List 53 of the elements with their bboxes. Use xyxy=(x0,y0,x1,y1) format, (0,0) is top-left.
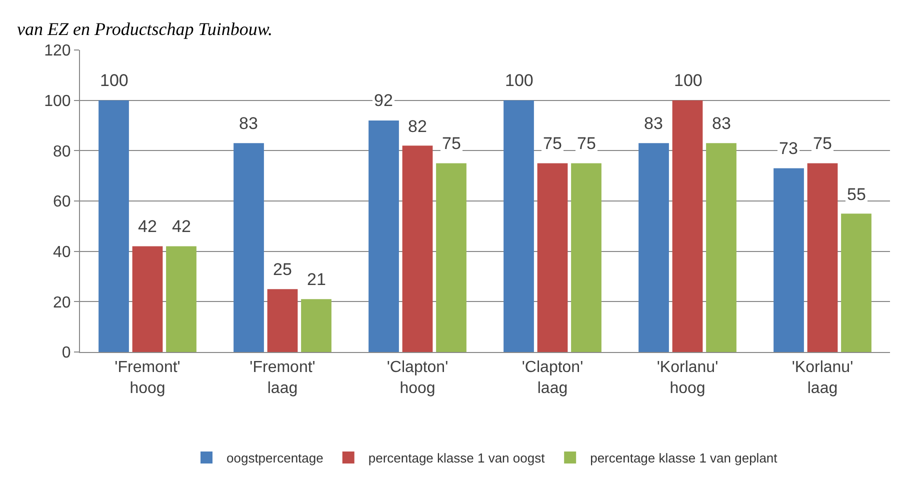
data-label: 75 xyxy=(577,134,596,153)
bar xyxy=(706,143,736,352)
data-label: 100 xyxy=(674,71,702,90)
data-label: 92 xyxy=(374,91,393,110)
bar xyxy=(402,146,433,352)
x-tick-label: 'Korlanu' laag xyxy=(792,359,854,397)
bar xyxy=(166,246,196,352)
data-label: 75 xyxy=(442,134,461,153)
y-tick-label: 120 xyxy=(44,42,71,60)
bar xyxy=(672,100,703,352)
bar xyxy=(841,214,872,352)
bar xyxy=(267,289,298,352)
data-label: 73 xyxy=(779,139,798,158)
data-label: 21 xyxy=(307,270,326,289)
y-tick-label: 0 xyxy=(62,344,71,362)
bar xyxy=(537,163,568,352)
data-label: 83 xyxy=(712,114,731,133)
data-label: 42 xyxy=(172,217,191,236)
data-label: 82 xyxy=(408,117,427,136)
bar xyxy=(638,143,669,352)
bar xyxy=(132,246,163,352)
data-label: 55 xyxy=(847,185,866,204)
bar xyxy=(807,163,838,352)
x-tick-label: 'Fremont' hoog xyxy=(114,359,180,397)
bar xyxy=(234,143,264,352)
data-label: 83 xyxy=(239,114,258,133)
bar xyxy=(436,163,466,352)
x-tick-label: 'Fremont' laag xyxy=(250,359,316,397)
y-tick-label: 100 xyxy=(44,92,71,110)
legend-label: percentage klasse 1 van oogst xyxy=(368,450,546,466)
text: van EZ en Productschap Tuinbouw. xyxy=(17,19,272,39)
legend-label: oogstpercentage xyxy=(226,450,324,466)
y-tick-label: 80 xyxy=(53,143,71,160)
y-tick-label: 60 xyxy=(53,194,71,211)
x-tick-label: 'Korlanu' hoog xyxy=(656,359,718,397)
data-label: 75 xyxy=(543,134,562,153)
y-tick-label: 20 xyxy=(53,294,71,312)
bar xyxy=(301,299,332,352)
x-tick-label: 'Clapton' laag xyxy=(522,359,584,397)
data-label: 42 xyxy=(138,217,157,236)
bar xyxy=(368,120,399,352)
data-label: 83 xyxy=(644,114,663,133)
bar xyxy=(504,100,534,352)
bar xyxy=(774,168,804,352)
legend-label: percentage klasse 1 van geplant xyxy=(590,450,778,466)
data-label: 25 xyxy=(273,260,292,279)
bar xyxy=(571,163,602,352)
data-label: 100 xyxy=(505,71,534,90)
y-tick-label: 40 xyxy=(53,244,71,261)
bar xyxy=(98,100,129,352)
data-label: 100 xyxy=(100,71,128,90)
x-tick-label: 'Clapton' hoog xyxy=(386,359,448,397)
data-label: 75 xyxy=(813,134,832,153)
